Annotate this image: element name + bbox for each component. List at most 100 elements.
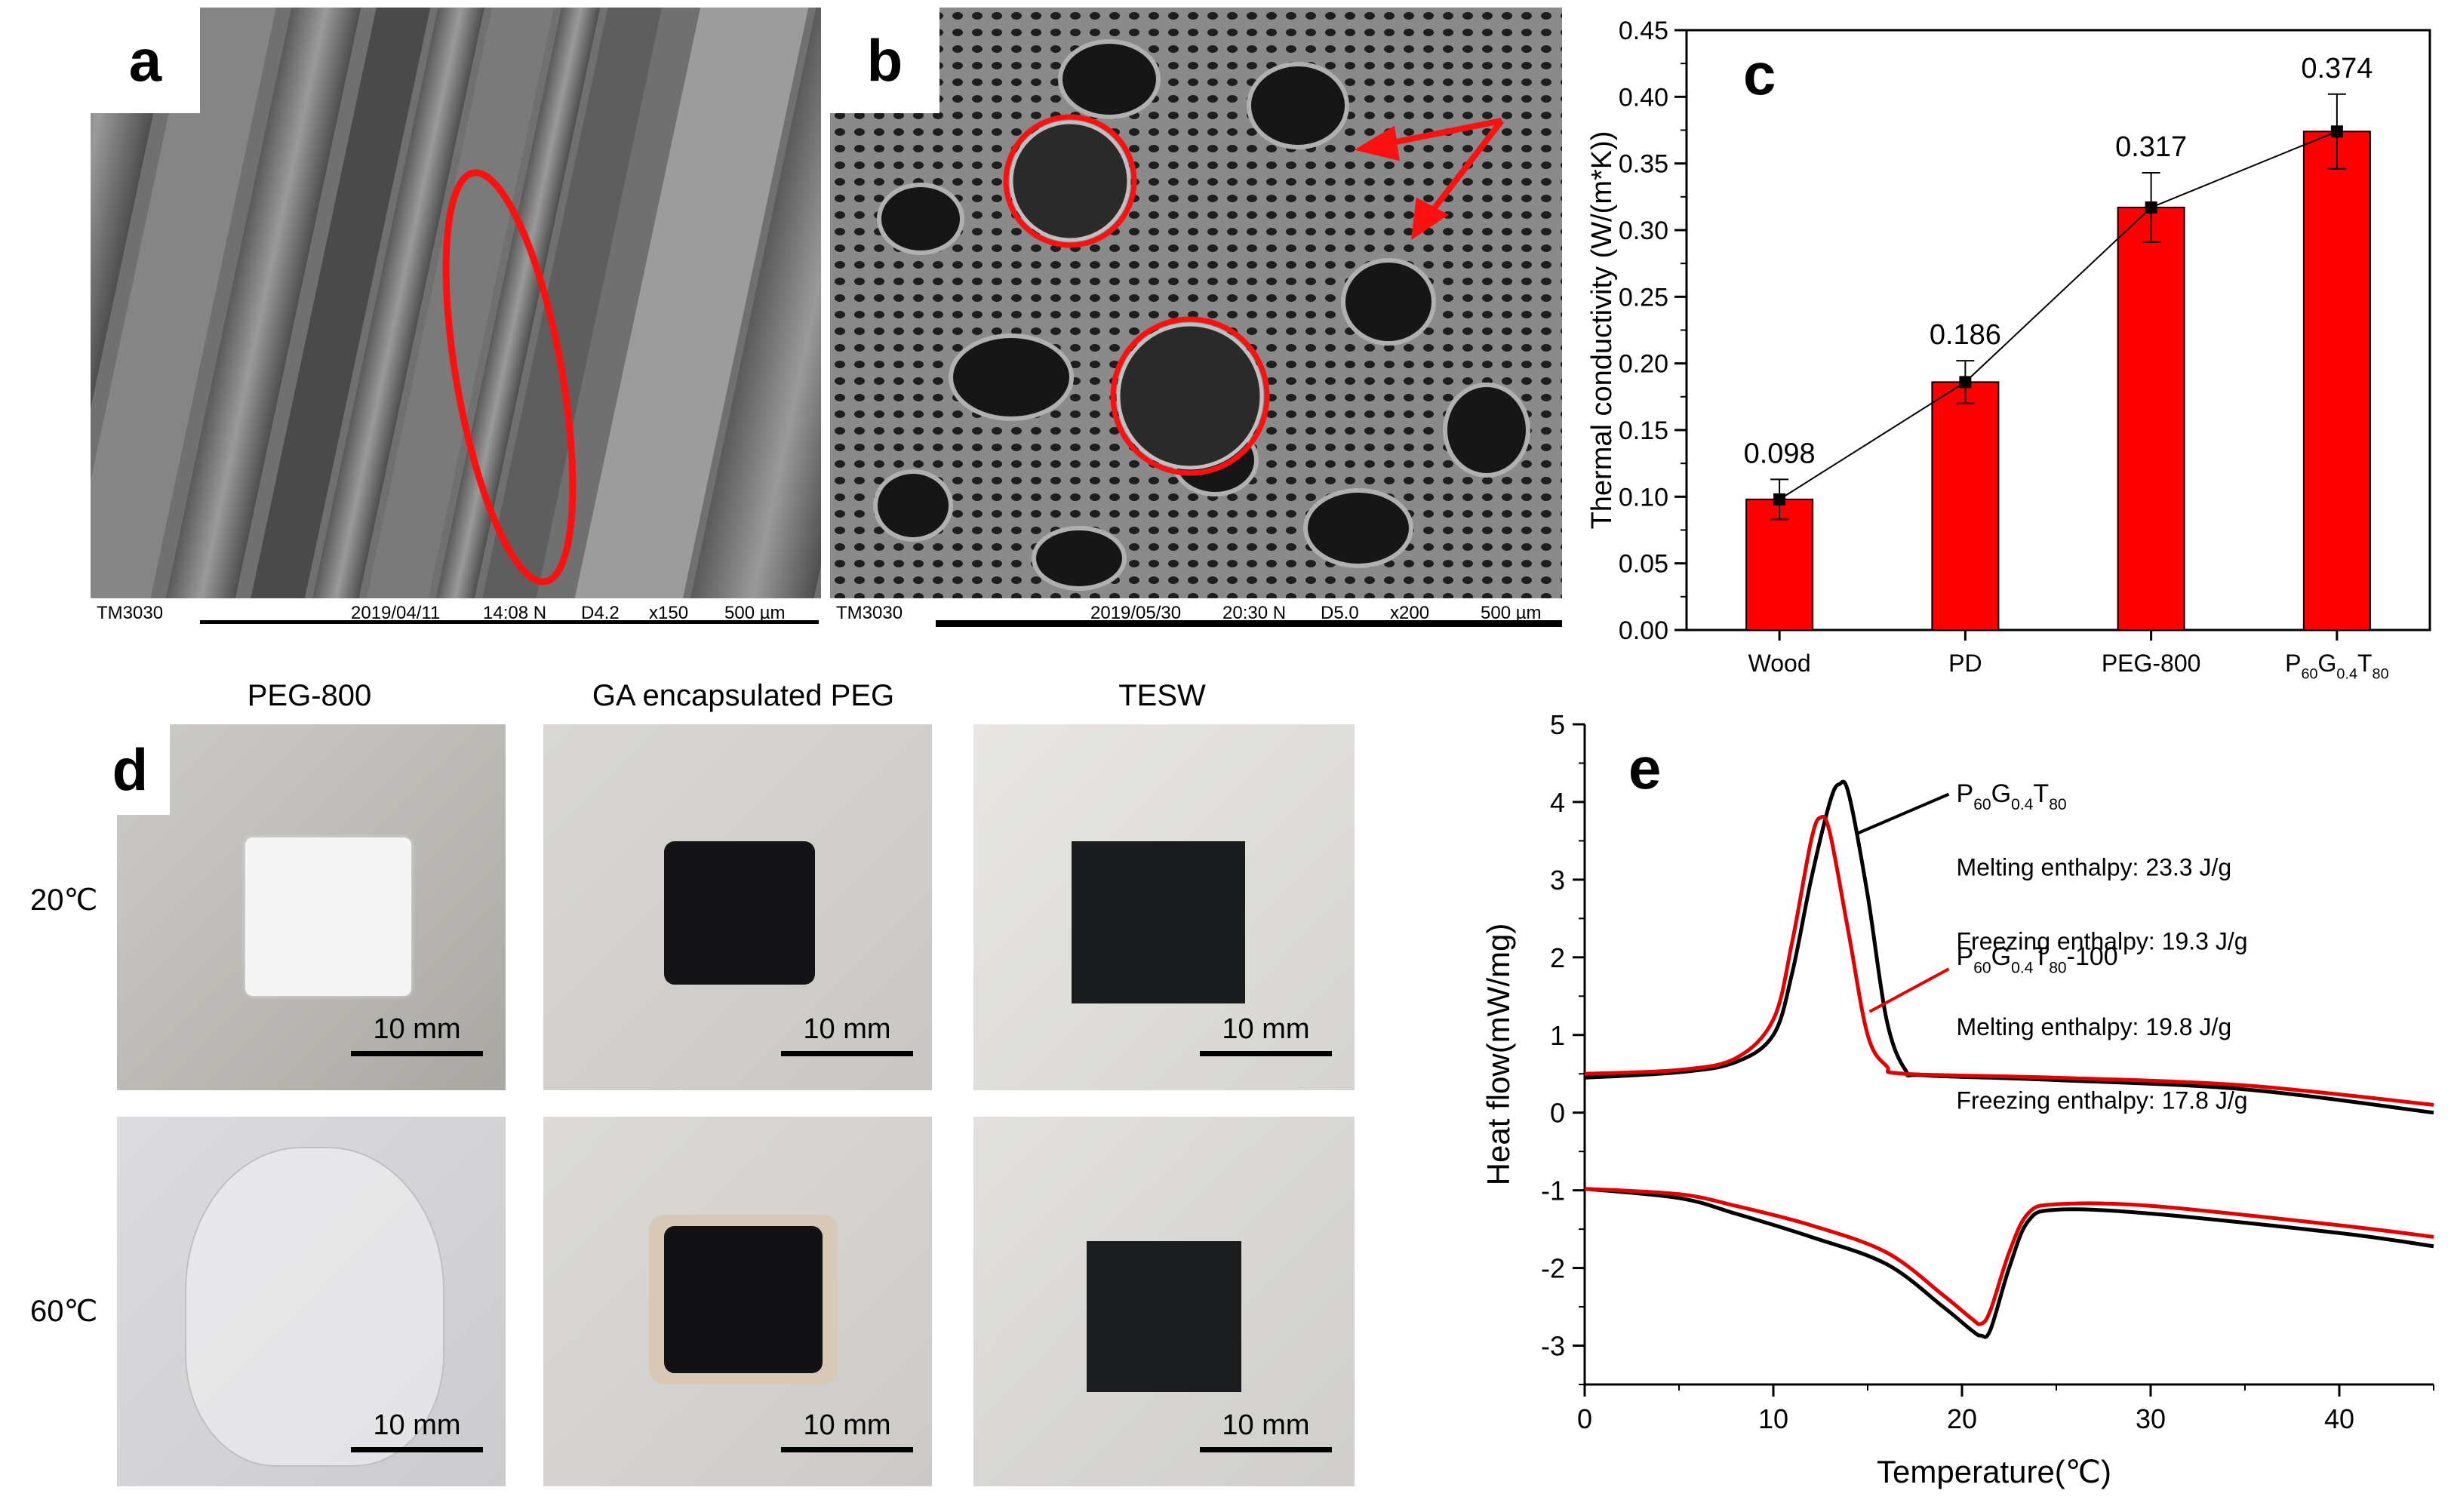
sem-a-mode: D4.2 (581, 603, 620, 623)
y-tick-label: 0.35 (1619, 150, 1668, 179)
y-tick-label: 0.00 (1619, 616, 1668, 645)
scale-label: 10 mm (373, 1409, 461, 1441)
chart-c-plot: 0.098 0.186 0.317 0.374 (1744, 53, 2373, 631)
bar-1 (1931, 381, 2000, 631)
data-label: 0.317 (2115, 131, 2187, 163)
chart-c: 0.00 0.05 0.10 0.15 0.20 0.25 0.30 0.35 0.40 0.45… (1586, 17, 2431, 683)
panel-letter-c: c (1743, 41, 1776, 107)
sem-b-scale-line (936, 620, 1562, 627)
leader-line-1 (1857, 792, 1950, 834)
scale-bar: 10 mm (351, 1013, 483, 1056)
sem-a-time: 14:08 N (483, 603, 547, 623)
scale-label: 10 mm (373, 1013, 461, 1045)
series-p60g04t80-cooling-curve (1584, 1187, 2434, 1339)
x-tick-label: 0 (1577, 1403, 1592, 1434)
sem-image-b-texture (830, 8, 1562, 598)
sample-block (664, 841, 815, 985)
photo-ga-peg-20c: 10 mm (543, 724, 932, 1090)
bar-0 (1745, 498, 1814, 631)
scale-bar: 10 mm (781, 1013, 913, 1056)
photo-peg-800-20c: 10 mm (117, 724, 506, 1090)
y-tick-label: 0.30 (1619, 217, 1668, 245)
sem-b-mode: D5.0 (1321, 603, 1359, 623)
y-tick-label: 1 (1550, 1020, 1565, 1051)
photo-ga-peg-60c: 10 mm (543, 1117, 932, 1486)
sem-image-a: TM3030 2019/04/11 14:08 N D4.2 x150 500 … (91, 8, 821, 630)
melted-sample (185, 1147, 444, 1467)
sem-a-scale: 500 µm (724, 603, 786, 623)
sample-block (664, 1226, 823, 1373)
sem-b-mag: x200 (1390, 603, 1430, 623)
x-tick-label: 40 (2324, 1403, 2354, 1434)
photo-tesw-60c: 10 mm (973, 1117, 1355, 1486)
panel-letter-a: a (91, 8, 200, 113)
scale-bar: 10 mm (781, 1409, 913, 1452)
y-tick-label: 0.25 (1619, 283, 1668, 312)
y-tick-label: 0.10 (1619, 483, 1668, 512)
data-label: 0.374 (2301, 53, 2373, 85)
y-tick-label: -3 (1541, 1331, 1565, 1362)
series-p60g04t80-100-heating-curve (1584, 814, 2434, 1107)
chart-e-axes: -3 -2 -1 0 1 2 3 4 5 0 10 20 30 40 Temperature(℃) Heat … (1481, 709, 2434, 1489)
scale-bar: 10 mm (1200, 1409, 1332, 1452)
annotation-melting-2: Melting enthalpy: 19.8 J/g (1957, 1013, 2232, 1040)
sample-block (1087, 1241, 1241, 1392)
series-p60g04t80-heating-curve (1584, 779, 2434, 1115)
annotation-freezing-2: Freezing enthalpy: 17.8 J/g (1957, 1087, 2248, 1114)
sem-a-model: TM3030 (97, 603, 164, 623)
y-tick-label: 0 (1550, 1098, 1565, 1129)
y-tick-label: 3 (1550, 865, 1565, 896)
chart-e-plot: P60G0.4T80 Melting enthalpy: 23.3 J/g Free… (1584, 779, 2434, 1339)
sem-b-time: 20:30 N (1222, 603, 1287, 623)
annotation-melting-1: Melting enthalpy: 23.3 J/g (1957, 854, 2232, 881)
sem-a-mag: x150 (649, 603, 689, 623)
panel-letter-b: b (830, 8, 939, 113)
column-label-tesw: TESW (1118, 679, 1206, 712)
data-label: 0.186 (1930, 319, 2001, 351)
x-tick-label: 30 (2136, 1403, 2166, 1434)
data-label: 0.098 (1744, 438, 1816, 469)
scale-label: 10 mm (803, 1409, 891, 1441)
x-tick-label: 10 (1758, 1403, 1788, 1434)
y-tick-label: 2 (1550, 942, 1565, 973)
column-label-ga-encapsulated-peg: GA encapsulated PEG (592, 679, 895, 712)
chart-e: -3 -2 -1 0 1 2 3 4 5 0 10 20 30 40 Temperature(℃) Heat … (1481, 709, 2434, 1489)
scale-label: 10 mm (1222, 1409, 1310, 1441)
y-tick-label: -2 (1541, 1253, 1565, 1284)
chart-c-axes: 0.00 0.05 0.10 0.15 0.20 0.25 0.30 0.35 0.40 0.45… (1586, 17, 2431, 683)
bar-3 (2302, 131, 2371, 631)
series-label-p60g04t80: P60G0.4T80 (1957, 779, 2067, 813)
y-tick-label: 5 (1550, 709, 1565, 740)
photo-tesw-20c: 10 mm (973, 724, 1355, 1090)
x-tick-label: 20 (1947, 1403, 1977, 1434)
sem-image-a-texture (91, 8, 821, 598)
series-p60g04t80-100-cooling-curve (1584, 1187, 2434, 1326)
scale-bar: 10 mm (351, 1409, 483, 1452)
annotation-freezing-1: Freezing enthalpy: 19.3 J/g (1957, 928, 2248, 955)
y-tick-label: 0.45 (1619, 17, 1668, 45)
y-tick-label: -1 (1541, 1175, 1565, 1206)
row-label-20c: 20℃ (30, 884, 98, 917)
sem-a-info-bar: TM3030 2019/04/11 14:08 N D4.2 x150 500 … (91, 598, 821, 630)
sem-a-date: 2019/04/11 (351, 603, 441, 623)
scale-bar: 10 mm (1200, 1013, 1332, 1056)
x-tick-label: P60G0.4T80 (2285, 650, 2388, 683)
trend-line (1779, 131, 2338, 500)
sem-b-date: 2019/05/30 (1090, 603, 1182, 623)
x-tick-label: PD (1948, 650, 1982, 677)
y-tick-label: 0.20 (1619, 350, 1668, 379)
sem-b-model: TM3030 (836, 603, 903, 623)
row-label-60c: 60℃ (30, 1295, 98, 1328)
panel-letter-e: e (1628, 735, 1661, 801)
leader-line-2 (1868, 967, 1950, 1013)
panel-letter-d: d (91, 724, 170, 815)
photo-peg-800-60c: 10 mm (117, 1117, 506, 1486)
y-tick-label: 0.40 (1619, 83, 1668, 112)
scale-label: 10 mm (803, 1013, 891, 1045)
y-axis-label: Thermal conductivity (W/(m*K)) (1586, 131, 1618, 530)
scale-label: 10 mm (1222, 1013, 1310, 1045)
y-tick-label: 0.05 (1619, 550, 1668, 579)
bar-2 (2117, 206, 2185, 631)
y-axis-label: Heat flow(mW/mg) (1481, 923, 1516, 1186)
x-tick-label: Wood (1748, 650, 1811, 677)
